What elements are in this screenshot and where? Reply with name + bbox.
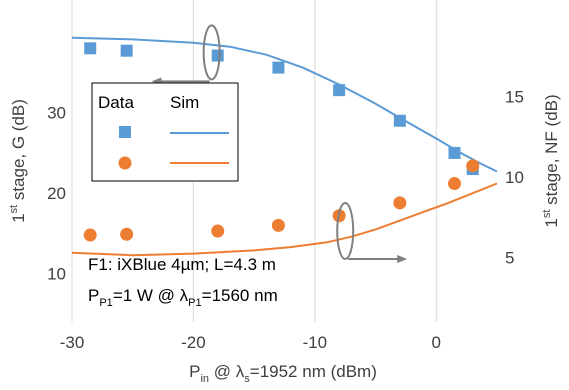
- y-right-axis-label: 1st stage, NF (dB): [541, 94, 561, 227]
- gain-data-point: [84, 42, 97, 55]
- data-points: [83, 42, 480, 242]
- gain-highlight-ellipse: [202, 24, 221, 81]
- legend-marker-gain-data: [119, 126, 131, 138]
- annotation-line-2: PP1=1 W @ λP1=1560 nm: [88, 286, 278, 309]
- y-left-axis-label: 1st stage, G (dB): [8, 99, 28, 223]
- y-right-tick-labels: 5 10 15: [505, 88, 524, 268]
- nf-data-point: [83, 228, 97, 242]
- nf-data-point: [448, 177, 461, 191]
- gain-data-point: [448, 146, 461, 159]
- x-tick-label: -10: [303, 333, 328, 352]
- gain-data-point: [393, 114, 406, 127]
- y-left-tick-labels: 10 20 30: [47, 104, 66, 284]
- y-right-tick-label: 10: [505, 168, 524, 187]
- x-tick-label: -20: [181, 333, 206, 352]
- annotation-line-1: F1: iXBlue 4µm; L=4.3 m: [88, 255, 276, 274]
- nf-data-point: [120, 227, 134, 241]
- y-left-tick-label: 30: [47, 104, 66, 123]
- legend: Data Sim: [91, 82, 239, 182]
- nf-highlight-ellipse: [336, 202, 355, 261]
- legend-col-data: Data: [98, 93, 134, 112]
- nf-data-point: [393, 196, 407, 210]
- x-axis-label: Pin @ λs=1952 nm (dBm): [189, 362, 377, 385]
- nf-data-point: [211, 224, 225, 238]
- nf-data-point: [271, 218, 285, 232]
- x-tick-label: 0: [432, 333, 441, 352]
- legend-marker-nf-data: [118, 156, 132, 170]
- gain-data-point: [120, 44, 133, 57]
- nf-sim-line: [71, 182, 498, 257]
- gain-data-point: [211, 49, 224, 62]
- legend-col-sim: Sim: [170, 93, 199, 112]
- nf-data-point: [466, 159, 480, 173]
- x-tick-label: -30: [60, 333, 85, 352]
- annotation: F1: iXBlue 4µm; L=4.3 m PP1=1 W @ λP1=15…: [88, 255, 278, 309]
- y-left-tick-label: 10: [47, 265, 66, 284]
- x-tick-labels: -30 -20 -10 0: [60, 333, 441, 352]
- y-left-tick-label: 20: [47, 184, 66, 203]
- gain-data-point: [333, 84, 346, 97]
- gain-data-point: [272, 61, 285, 74]
- y-right-tick-label: 15: [505, 88, 524, 107]
- axis-arrows: [151, 24, 408, 264]
- y-right-tick-label: 5: [505, 249, 514, 268]
